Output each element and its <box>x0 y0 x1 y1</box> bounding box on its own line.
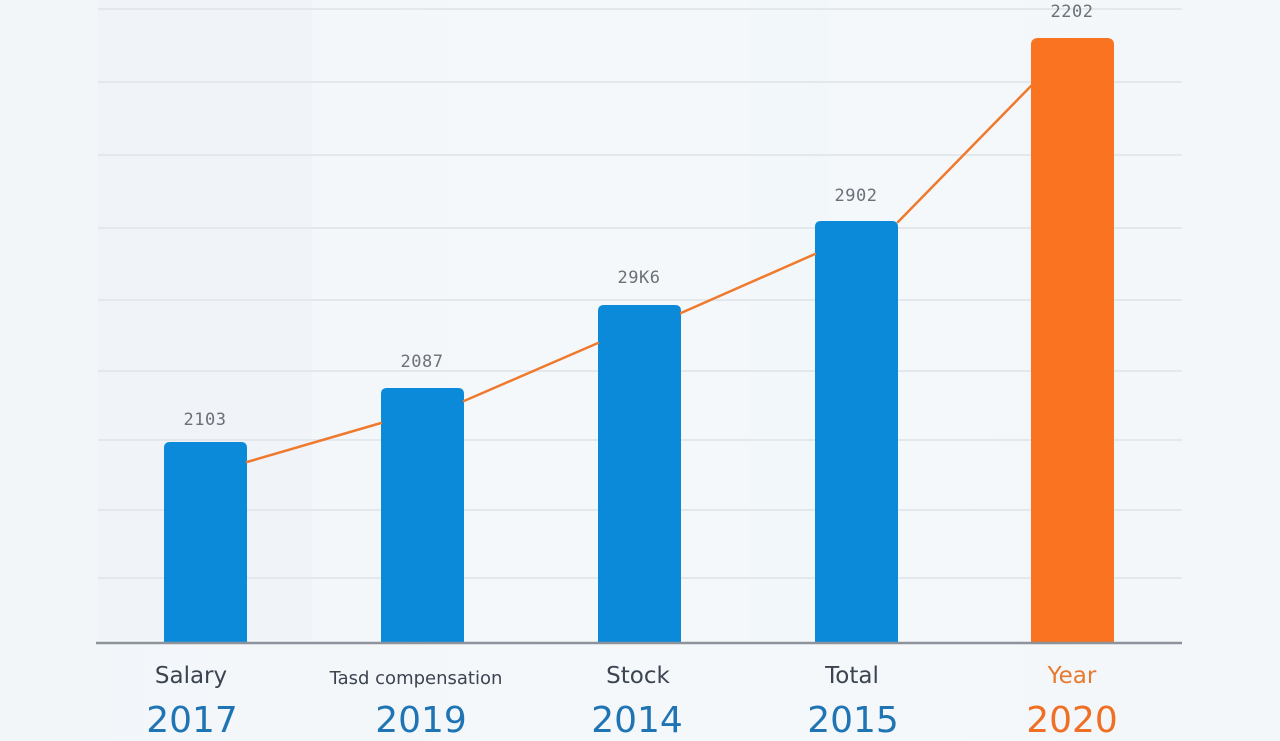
category-label: Stock <box>606 663 670 689</box>
bar-chart <box>96 0 1182 645</box>
trend-line <box>245 84 1033 464</box>
year-label: 2014 <box>591 700 683 741</box>
bar-value-label: 2202 <box>1050 2 1094 22</box>
bar-value-label: 2087 <box>400 352 444 372</box>
bar-salary <box>164 442 247 643</box>
bars <box>164 38 1114 643</box>
bar-stock <box>598 305 681 643</box>
bar-value-label: 29K6 <box>617 268 661 288</box>
year-label: 2020 <box>1026 700 1118 741</box>
year-label: 2015 <box>807 700 899 741</box>
category-label: Tasd compensation <box>329 668 503 689</box>
category-label: Total <box>825 663 879 689</box>
bar-value-label: 2103 <box>183 410 227 430</box>
year-label: 2017 <box>146 700 238 741</box>
category-label: Salary <box>154 663 228 689</box>
bar-total <box>815 221 898 643</box>
bar-value-label: 2902 <box>834 186 878 206</box>
year-label: 2019 <box>375 700 467 741</box>
bar-compensation <box>381 388 464 643</box>
category-label: Year <box>1047 663 1097 689</box>
bar-year-highlight <box>1031 38 1114 643</box>
